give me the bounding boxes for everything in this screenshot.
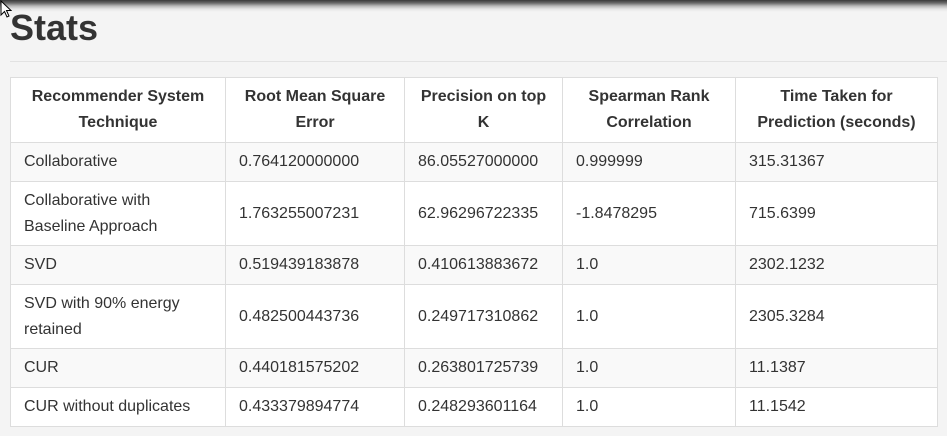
cell-time: 11.1387: [735, 348, 938, 388]
cell-precision: 0.248293601164: [404, 387, 563, 427]
table-row: SVD 0.519439183878 0.410613883672 1.0 23…: [10, 245, 938, 285]
cell-rmse: 0.440181575202: [225, 348, 405, 388]
column-header-spearman: Spearman Rank Correlation: [562, 77, 736, 143]
cell-precision: 86.05527000000: [404, 142, 563, 182]
cell-time: 2305.3284: [735, 284, 938, 349]
cell-rmse: 0.764120000000: [225, 142, 405, 182]
cell-time: 2302.1232: [735, 245, 938, 285]
cell-rmse: 0.433379894774: [225, 387, 405, 427]
cell-spearman: 1.0: [562, 284, 736, 349]
cell-time: 315.31367: [735, 142, 938, 182]
cell-technique: SVD with 90% energy retained: [10, 284, 226, 349]
stats-table: Recommender System Technique Root Mean S…: [10, 77, 938, 427]
column-header-rmse: Root Mean Square Error: [225, 77, 405, 143]
cell-rmse: 0.519439183878: [225, 245, 405, 285]
cell-technique: Collaborative: [10, 142, 226, 182]
cell-technique: SVD: [10, 245, 226, 285]
cell-spearman: -1.8478295: [562, 181, 736, 246]
cell-time: 11.1542: [735, 387, 938, 427]
window-top-shadow: [0, 0, 947, 12]
cell-rmse: 0.482500443736: [225, 284, 405, 349]
cell-technique: CUR without duplicates: [10, 387, 226, 427]
table-row: Collaborative with Baseline Approach 1.7…: [10, 181, 938, 246]
cell-precision: 0.263801725739: [404, 348, 563, 388]
cell-spearman: 1.0: [562, 387, 736, 427]
cell-precision: 62.96296722335: [404, 181, 563, 246]
cell-precision: 0.249717310862: [404, 284, 563, 349]
cell-rmse: 1.763255007231: [225, 181, 405, 246]
table-row: CUR 0.440181575202 0.263801725739 1.0 11…: [10, 348, 938, 388]
cell-spearman: 0.999999: [562, 142, 736, 182]
cell-time: 715.6399: [735, 181, 938, 246]
table-row: Collaborative 0.764120000000 86.05527000…: [10, 142, 938, 182]
table-row: CUR without duplicates 0.433379894774 0.…: [10, 387, 938, 427]
column-header-technique: Recommender System Technique: [10, 77, 226, 143]
table-header-row: Recommender System Technique Root Mean S…: [10, 77, 938, 143]
title-divider: [10, 61, 947, 62]
table-row: SVD with 90% energy retained 0.482500443…: [10, 284, 938, 349]
cell-precision: 0.410613883672: [404, 245, 563, 285]
column-header-time: Time Taken for Prediction (seconds): [735, 77, 938, 143]
column-header-precision: Precision on top K: [404, 77, 563, 143]
cell-technique: Collaborative with Baseline Approach: [10, 181, 226, 246]
cell-technique: CUR: [10, 348, 226, 388]
cell-spearman: 1.0: [562, 245, 736, 285]
mouse-pointer-icon: [0, 0, 12, 18]
cell-spearman: 1.0: [562, 348, 736, 388]
page-title: Stats: [10, 7, 99, 48]
